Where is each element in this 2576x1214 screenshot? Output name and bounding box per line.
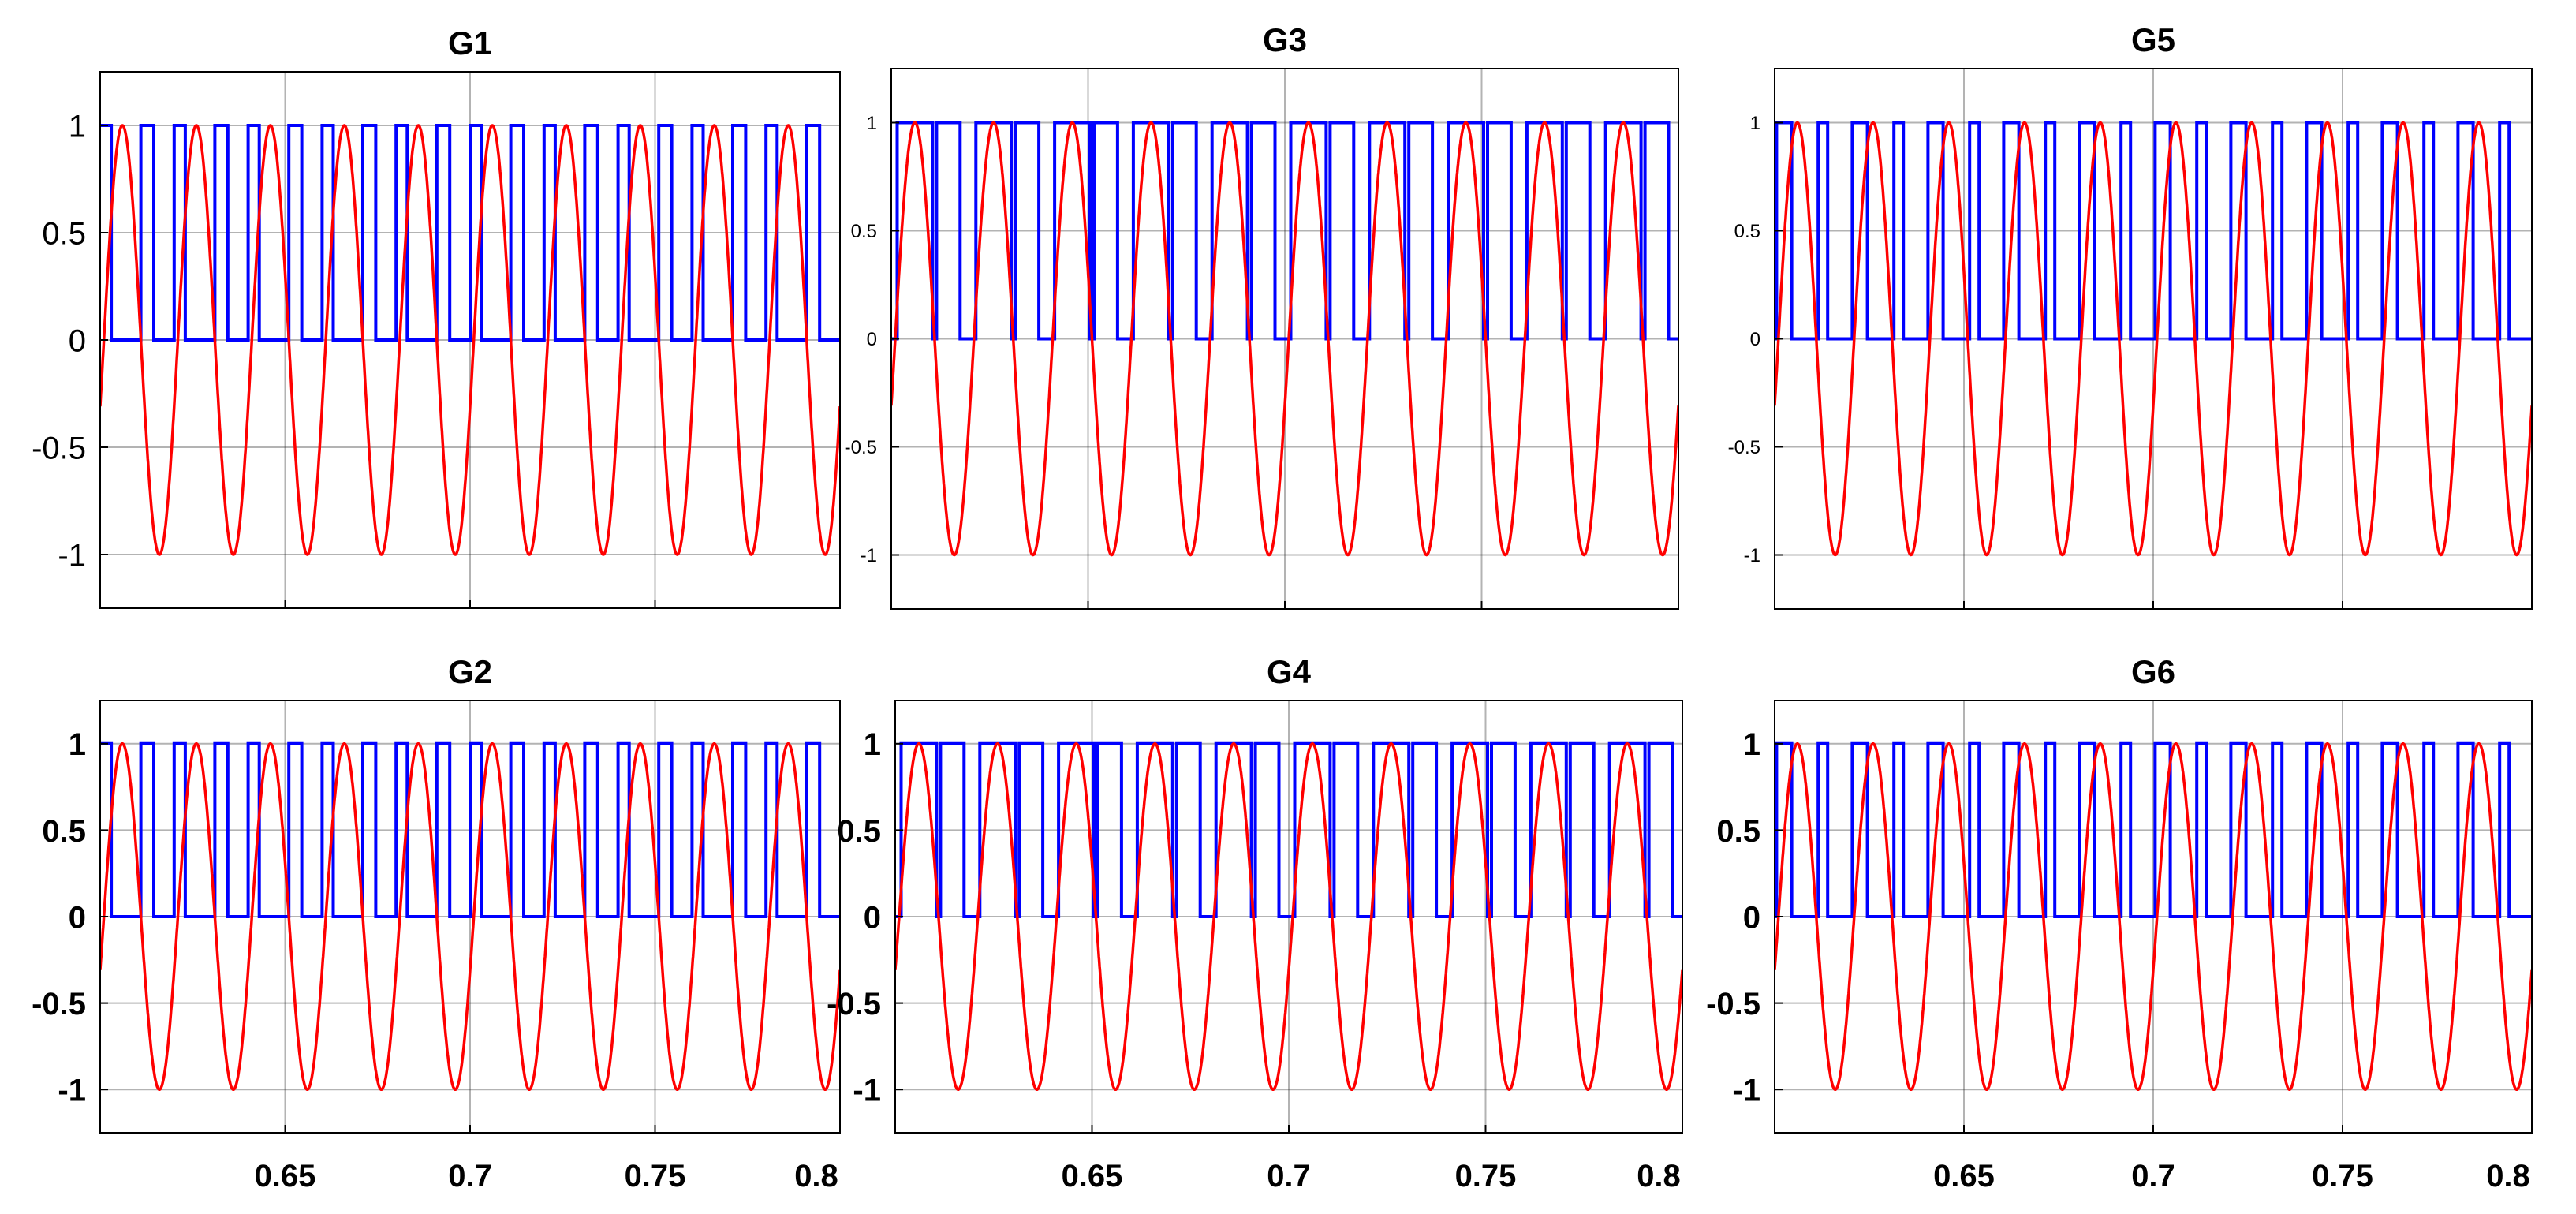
subplot-g6: G6 1 0.5 0 -0.5 -1 0.65 0.7 0.75 0.8 — [1706, 653, 2533, 1193]
series-gate-square — [100, 741, 840, 918]
y-tick-label: -1 — [58, 1074, 86, 1108]
y-tick-label: 0 — [867, 329, 877, 350]
y-tick-label: -0.5 — [827, 987, 881, 1022]
y-tick-label: 0.5 — [1716, 814, 1760, 849]
y-tick-label: -1 — [853, 1074, 881, 1108]
y-tick-label: -0.5 — [1728, 437, 1760, 458]
x-tick-label: 0.7 — [1267, 1159, 1311, 1193]
y-tick-label: -1 — [1744, 545, 1760, 566]
x-tick-label: 0.75 — [2312, 1159, 2373, 1193]
subplot-g5: G5 1 0.5 0 -0.5 -1 — [1728, 21, 2533, 610]
series-sine — [1775, 121, 2532, 557]
y-tick-label: 1 — [69, 727, 86, 762]
x-tick-label: 0.65 — [1933, 1159, 1995, 1193]
y-tick-label: 1 — [867, 113, 877, 134]
y-tick-label: 0.5 — [42, 814, 86, 849]
series-sine — [891, 121, 1678, 557]
x-tick-label: 0.7 — [448, 1159, 492, 1193]
x-tick-label: 0.65 — [1062, 1159, 1123, 1193]
series-gate-square — [891, 121, 1678, 341]
y-tick-label: 0 — [69, 323, 86, 358]
x-tick-label: 0.65 — [255, 1159, 316, 1193]
y-tick-label: 1 — [69, 109, 86, 144]
y-tick-label: 1 — [1750, 113, 1760, 134]
series-gate-square — [895, 741, 1682, 918]
y-tick-label: -1 — [1732, 1074, 1760, 1108]
y-tick-label: 0.5 — [1734, 221, 1760, 242]
y-tick-label: 0.5 — [837, 814, 881, 849]
y-tick-label: 0 — [1743, 900, 1760, 935]
subplot-title: G1 — [448, 24, 492, 62]
subplot-title: G6 — [2131, 653, 2175, 690]
series-sine — [100, 742, 840, 1091]
subplot-g4: G4 1 0.5 0 -0.5 -1 0.65 0.7 0.75 0.8 — [827, 653, 1683, 1193]
series-sine — [1775, 742, 2532, 1091]
y-tick-label: -0.5 — [1706, 987, 1760, 1022]
y-tick-label: -0.5 — [32, 431, 86, 465]
subplot-g2: G2 1 0.5 0 -0.5 -1 0.65 0.7 0.75 0.8 — [32, 653, 841, 1193]
series-gate-square — [100, 124, 840, 342]
subplot-title: G2 — [448, 653, 492, 690]
x-tick-label: 0.75 — [1455, 1159, 1517, 1193]
subplot-g3: G3 1 0.5 0 -0.5 -1 — [845, 21, 1679, 610]
y-tick-label: -1 — [861, 545, 877, 566]
x-tick-label: 0.8 — [1637, 1159, 1681, 1193]
x-tick-label: 0.8 — [2486, 1159, 2530, 1193]
x-tick-label: 0.75 — [625, 1159, 686, 1193]
x-tick-label: 0.7 — [2131, 1159, 2175, 1193]
subplot-g1: G1 1 0.5 0 -0.5 -1 — [32, 24, 841, 609]
subplot-title: G4 — [1267, 653, 1312, 690]
y-tick-label: 0.5 — [851, 221, 877, 242]
y-tick-label: 1 — [864, 727, 881, 762]
series-sine — [895, 742, 1682, 1091]
y-tick-label: 1 — [1743, 727, 1760, 762]
y-tick-label: 0 — [69, 900, 86, 935]
y-tick-label: -0.5 — [845, 437, 877, 458]
series-gate-square — [1775, 741, 2532, 918]
y-tick-label: -0.5 — [32, 987, 86, 1022]
y-tick-label: -1 — [58, 538, 86, 573]
x-tick-label: 0.8 — [794, 1159, 838, 1193]
subplot-title: G5 — [2131, 21, 2175, 58]
subplot-title: G3 — [1263, 21, 1307, 58]
series-sine — [100, 124, 840, 556]
y-tick-label: 0 — [864, 900, 881, 935]
y-tick-label: 0.5 — [42, 216, 86, 251]
series-gate-square — [1775, 121, 2532, 341]
y-tick-label: 0 — [1750, 329, 1760, 350]
